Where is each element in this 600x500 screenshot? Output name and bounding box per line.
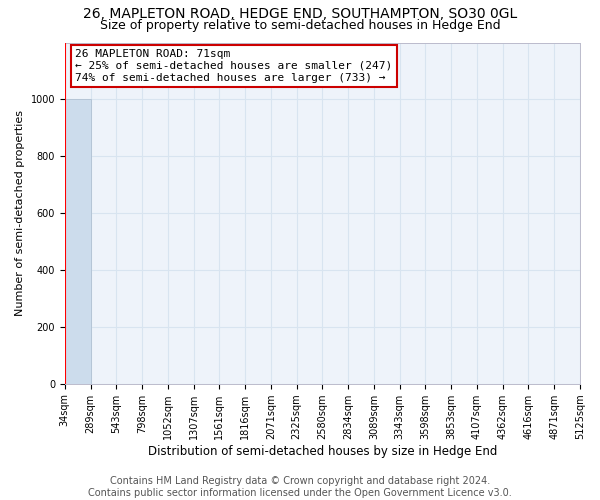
X-axis label: Distribution of semi-detached houses by size in Hedge End: Distribution of semi-detached houses by … — [148, 444, 497, 458]
Y-axis label: Number of semi-detached properties: Number of semi-detached properties — [15, 110, 25, 316]
Text: 26 MAPLETON ROAD: 71sqm
← 25% of semi-detached houses are smaller (247)
74% of s: 26 MAPLETON ROAD: 71sqm ← 25% of semi-de… — [75, 50, 392, 82]
Text: 26, MAPLETON ROAD, HEDGE END, SOUTHAMPTON, SO30 0GL: 26, MAPLETON ROAD, HEDGE END, SOUTHAMPTO… — [83, 8, 517, 22]
Text: Contains HM Land Registry data © Crown copyright and database right 2024.
Contai: Contains HM Land Registry data © Crown c… — [88, 476, 512, 498]
Bar — [65, 100, 91, 384]
Text: Size of property relative to semi-detached houses in Hedge End: Size of property relative to semi-detach… — [100, 18, 500, 32]
